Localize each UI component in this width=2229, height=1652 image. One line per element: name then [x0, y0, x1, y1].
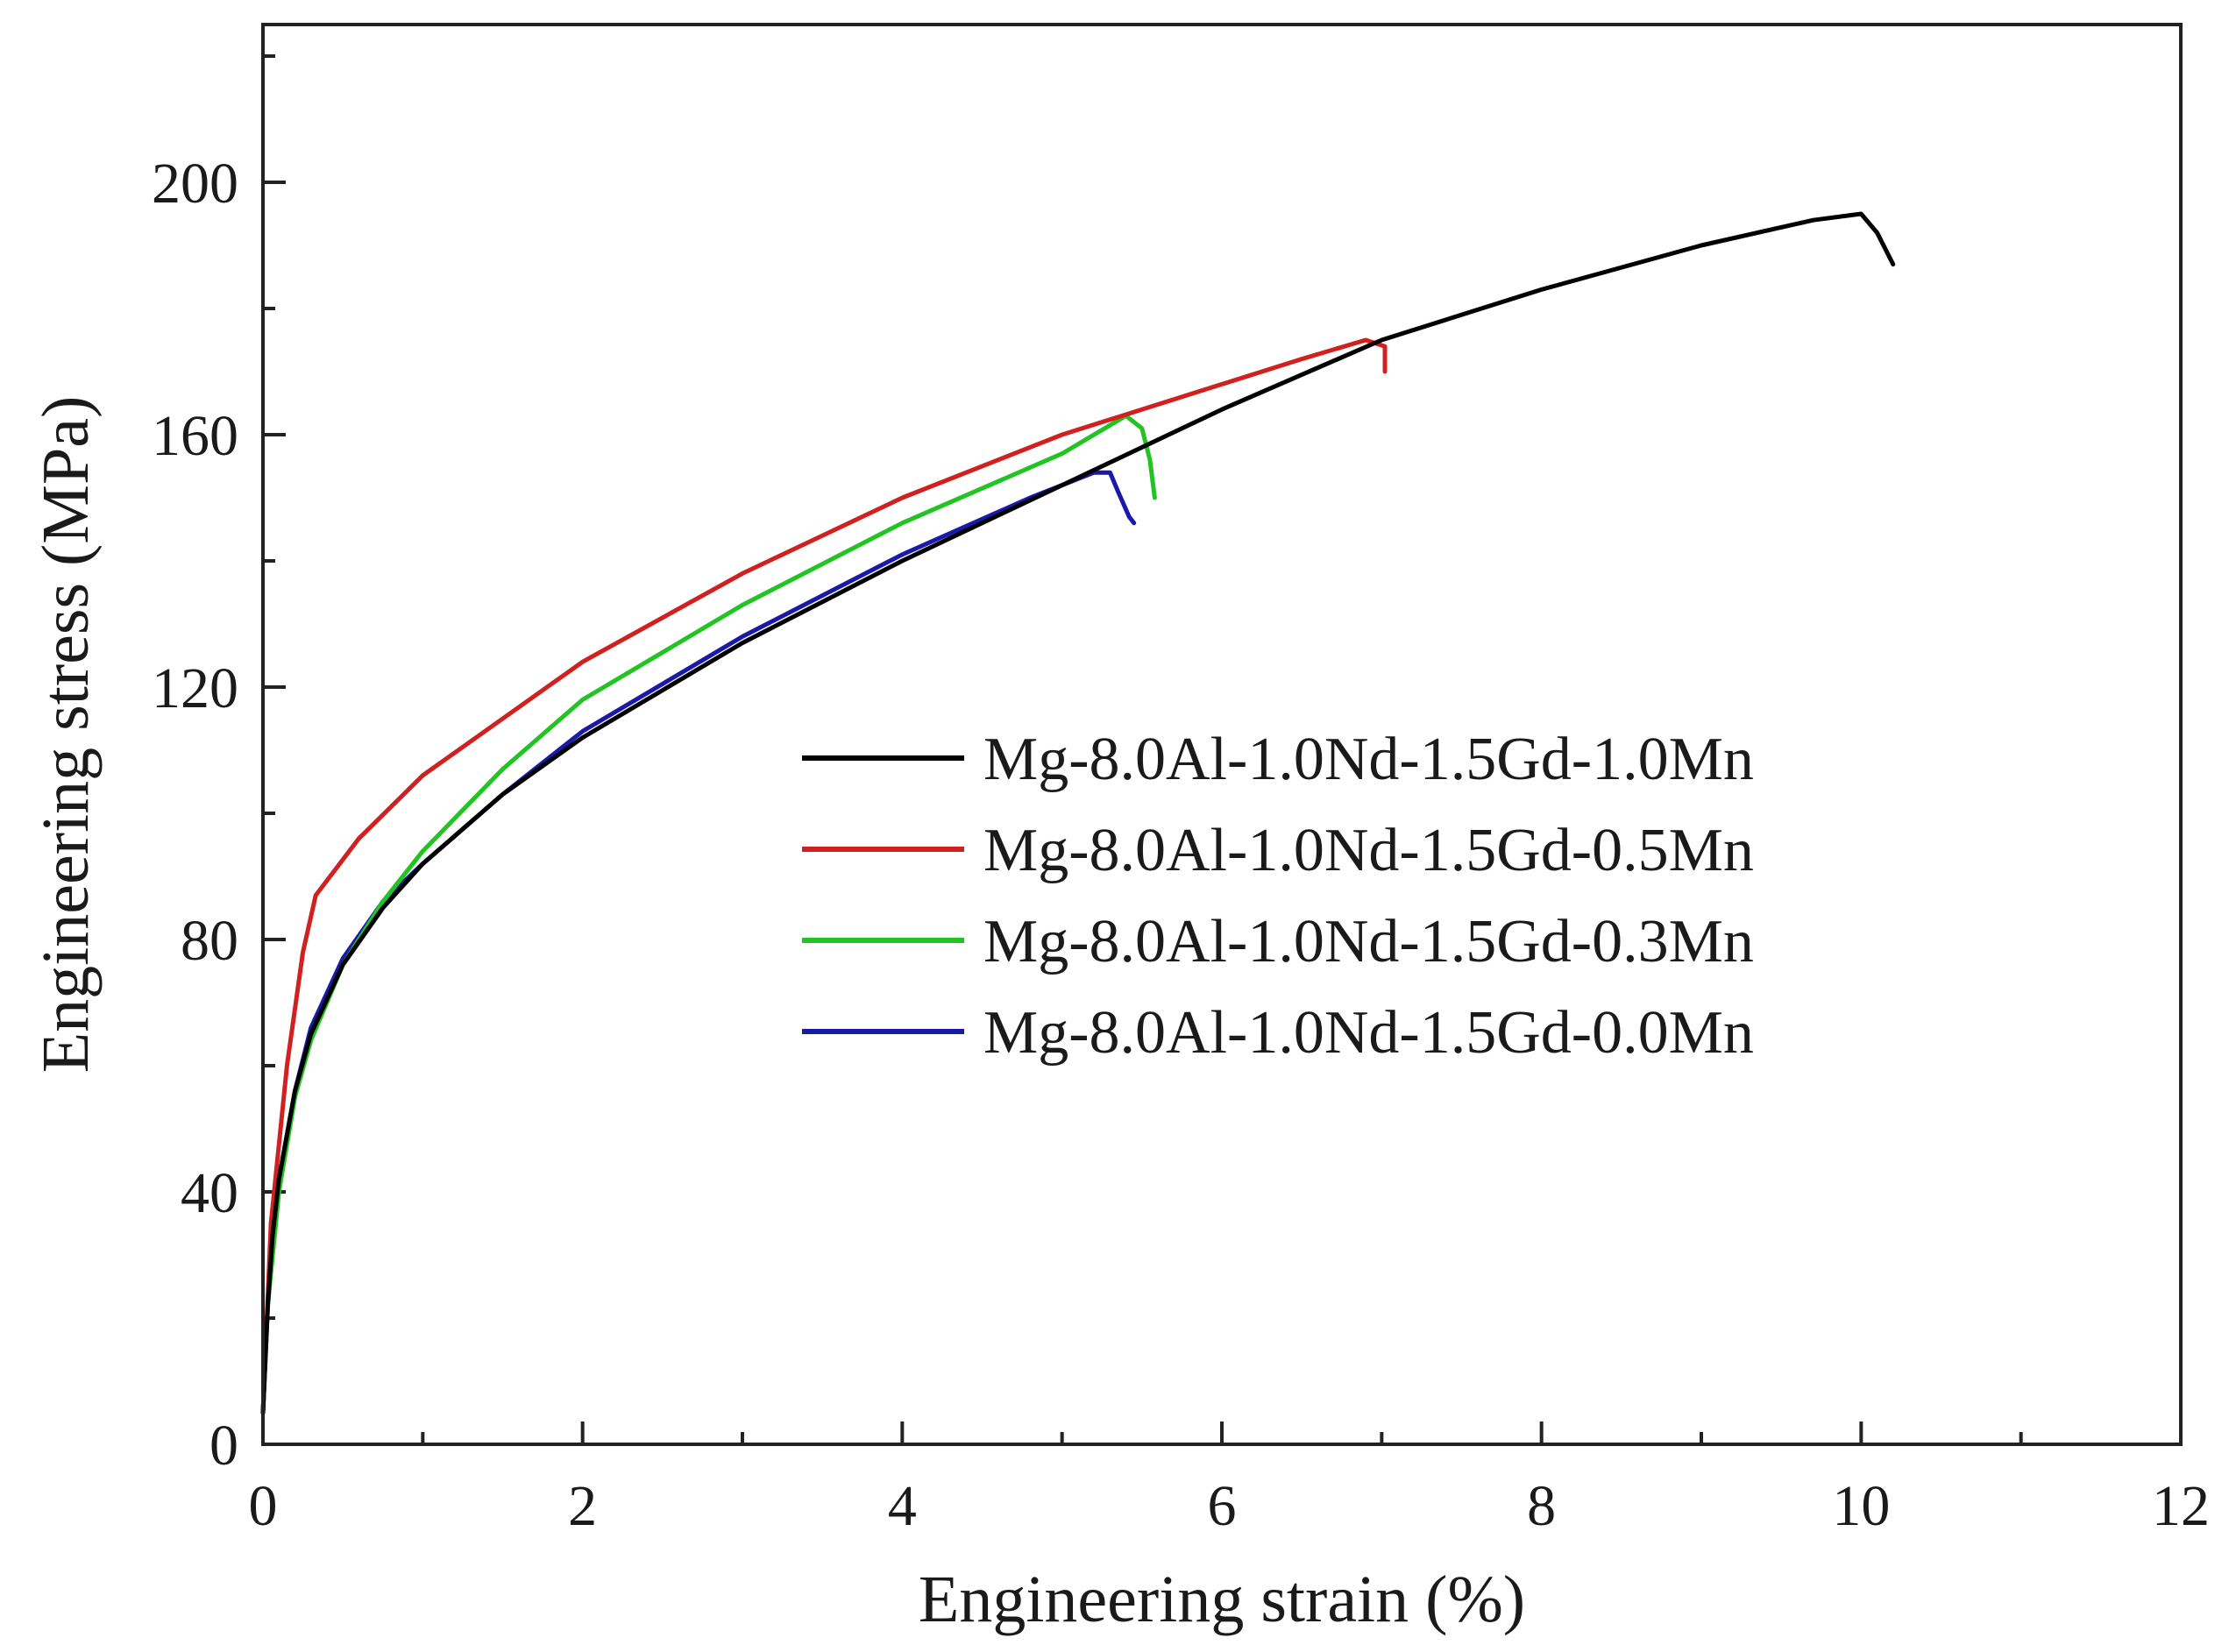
x-tick-label: 8 [1527, 1474, 1556, 1538]
x-tick-label: 10 [1832, 1474, 1890, 1538]
x-tick-label: 4 [888, 1474, 917, 1538]
x-tick-label: 6 [1208, 1474, 1237, 1538]
x-tick-label: 2 [568, 1474, 597, 1538]
y-tick-label: 0 [209, 1414, 238, 1478]
series-line [260, 337, 1388, 1415]
x-tick-label: 12 [2152, 1474, 2210, 1538]
y-tick-label: 80 [181, 909, 238, 973]
legend-label: Mg-8.0Al-1.0Nd-1.5Gd-1.0Mn [983, 726, 1754, 793]
x-tick-label: 0 [249, 1474, 278, 1538]
legend-label: Mg-8.0Al-1.0Nd-1.5Gd-0.3Mn [983, 908, 1754, 975]
legend-label: Mg-8.0Al-1.0Nd-1.5Gd-0.0Mn [983, 999, 1754, 1067]
y-tick-label: 120 [152, 656, 238, 720]
y-axis-title: Engineering stress (MPa) [29, 396, 103, 1074]
plot-series [260, 211, 1896, 1415]
y-tick-label: 160 [152, 404, 238, 468]
x-axis-title: Engineering strain (%) [919, 1563, 1525, 1636]
y-tick-label: 200 [152, 152, 238, 216]
legend: Mg-8.0Al-1.0Nd-1.5Gd-1.0Mn Mg-8.0Al-1.0Nd… [802, 726, 1754, 1067]
y-tick-label: 40 [181, 1161, 238, 1225]
series-line [260, 211, 1896, 1415]
plot-frame [261, 23, 2183, 1446]
legend-label: Mg-8.0Al-1.0Nd-1.5Gd-0.5Mn [983, 817, 1754, 884]
